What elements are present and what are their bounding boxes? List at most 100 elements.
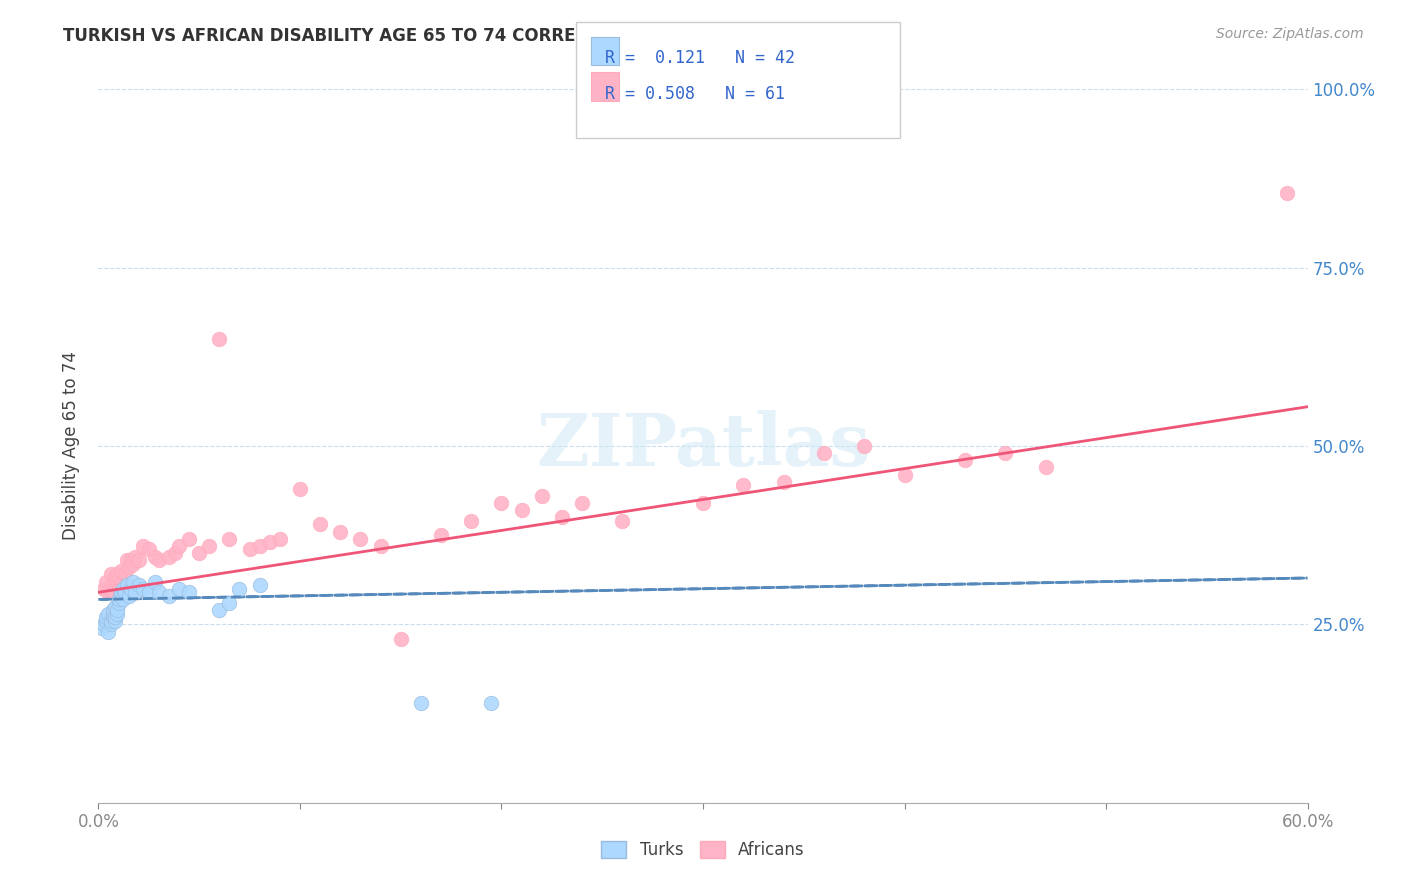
Point: [93, 617, 115, 632]
Point: [97, 624, 120, 639]
Point: [105, 567, 128, 582]
Point: [157, 549, 180, 564]
Point: [179, 585, 201, 599]
Point: [208, 332, 231, 346]
Point: [100, 617, 122, 632]
Point: [198, 539, 221, 553]
Point: [100, 614, 122, 628]
Point: [110, 585, 132, 599]
Point: [128, 578, 150, 592]
Point: [96, 610, 118, 624]
Point: [409, 696, 432, 710]
Point: [218, 596, 240, 610]
Point: [167, 582, 190, 596]
Legend: Turks, Africans: Turks, Africans: [595, 834, 811, 866]
Point: [120, 553, 142, 567]
Point: [107, 592, 129, 607]
Point: [107, 596, 129, 610]
Point: [853, 439, 876, 453]
Point: [370, 539, 392, 553]
Point: [91, 621, 114, 635]
Point: [118, 589, 141, 603]
Point: [121, 574, 143, 589]
Point: [1035, 460, 1057, 475]
Text: R = 0.508   N = 61: R = 0.508 N = 61: [605, 85, 785, 103]
Point: [143, 574, 166, 589]
Point: [138, 585, 160, 599]
Point: [114, 567, 136, 582]
Point: [110, 589, 132, 603]
Text: TURKISH VS AFRICAN DISABILITY AGE 65 TO 74 CORRELATION CHART: TURKISH VS AFRICAN DISABILITY AGE 65 TO …: [63, 27, 711, 45]
Point: [148, 553, 170, 567]
Point: [249, 578, 271, 592]
Point: [96, 614, 118, 628]
Point: [101, 585, 124, 599]
Point: [813, 446, 835, 460]
Point: [157, 589, 180, 603]
Point: [103, 610, 125, 624]
Point: [163, 546, 186, 560]
Point: [115, 578, 138, 592]
Point: [101, 610, 124, 624]
Point: [269, 532, 291, 546]
Point: [148, 585, 170, 599]
Point: [893, 467, 915, 482]
Point: [111, 574, 134, 589]
Point: [430, 528, 453, 542]
Point: [101, 603, 124, 617]
Text: R =  0.121   N = 42: R = 0.121 N = 42: [605, 49, 794, 67]
Point: [93, 582, 115, 596]
Point: [105, 603, 128, 617]
Point: [772, 475, 794, 489]
Point: [124, 585, 146, 599]
Point: [124, 549, 146, 564]
Point: [103, 578, 125, 592]
Point: [105, 607, 128, 621]
Y-axis label: Disability Age 65 to 74: Disability Age 65 to 74: [62, 351, 80, 541]
Point: [692, 496, 714, 510]
Point: [218, 532, 240, 546]
Point: [114, 585, 136, 599]
Point: [107, 571, 129, 585]
Point: [259, 535, 281, 549]
Point: [329, 524, 352, 539]
Point: [530, 489, 553, 503]
Point: [167, 539, 190, 553]
Point: [103, 614, 125, 628]
Point: [491, 496, 513, 510]
Point: [143, 549, 166, 564]
Point: [115, 553, 138, 567]
Point: [288, 482, 311, 496]
Point: [460, 514, 482, 528]
Point: [481, 696, 503, 710]
Point: [239, 542, 262, 557]
Point: [103, 599, 125, 614]
Point: [101, 607, 124, 621]
Point: [733, 478, 755, 492]
Point: [612, 514, 634, 528]
Point: [96, 574, 118, 589]
Point: [953, 453, 976, 467]
Point: [389, 632, 412, 646]
Point: [994, 446, 1017, 460]
Point: [249, 539, 271, 553]
Point: [208, 603, 231, 617]
Point: [551, 510, 574, 524]
Point: [309, 517, 332, 532]
Point: [105, 574, 128, 589]
Point: [120, 582, 142, 596]
Point: [121, 557, 143, 571]
Point: [110, 564, 132, 578]
Point: [1277, 186, 1299, 200]
Point: [101, 574, 124, 589]
Point: [228, 582, 250, 596]
Point: [111, 582, 134, 596]
Point: [571, 496, 593, 510]
Point: [97, 607, 120, 621]
Point: [132, 582, 155, 596]
Point: [103, 571, 125, 585]
Point: [128, 553, 150, 567]
Point: [349, 532, 371, 546]
Point: [97, 585, 120, 599]
Point: [188, 546, 211, 560]
